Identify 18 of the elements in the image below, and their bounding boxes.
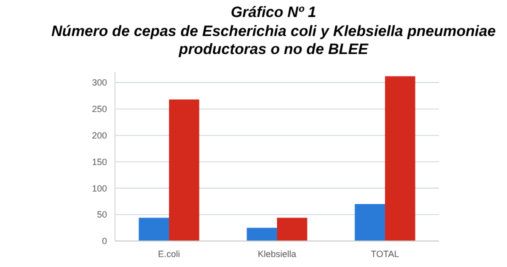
y-tick-label: 200 xyxy=(92,130,107,141)
y-tick-label: 300 xyxy=(92,78,107,88)
y-tick-label: 150 xyxy=(92,156,107,167)
y-tick-label: 100 xyxy=(92,183,107,194)
y-tick-label: 50 xyxy=(96,210,107,220)
x-tick-label: TOTAL xyxy=(370,249,400,259)
chart-subtitle: Número de cepas de Escherichia coli y Klebsiella pneumoniae productoras o no de BLEE xyxy=(51,23,496,58)
y-tick-label: 0 xyxy=(102,236,107,246)
bar xyxy=(354,204,385,241)
bar xyxy=(246,228,277,241)
y-tick-label: 250 xyxy=(92,104,107,114)
bar xyxy=(138,218,169,241)
bar xyxy=(277,218,308,241)
x-tick-label: Klebsiella xyxy=(258,249,296,259)
x-tick-label: E.coli xyxy=(158,249,180,259)
bar xyxy=(169,99,200,241)
bar xyxy=(385,76,416,241)
chart-title: Gráfico Nº 1 xyxy=(230,4,316,21)
